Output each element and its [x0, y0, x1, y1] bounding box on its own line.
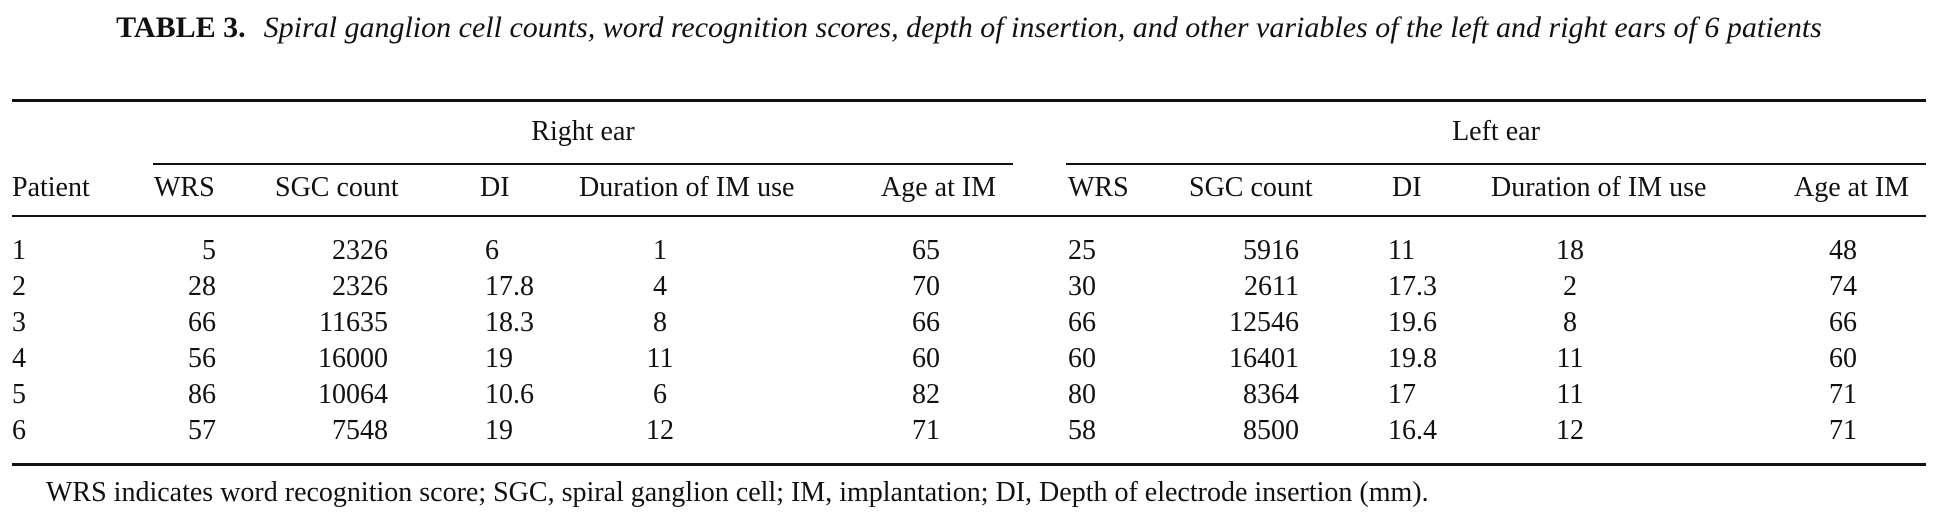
cell-left-sgc-count: 8500	[1243, 415, 1299, 446]
cell-left-di: 19.6	[1388, 307, 1437, 338]
cell-right-age: 71	[912, 415, 940, 446]
cell-right-duration: 1	[653, 235, 667, 266]
table-footnote: WRS indicates word recognition score; SG…	[46, 477, 1429, 508]
table-row: 3 66 11635 18.3 8 66 66 12546 19.6 8 66	[0, 307, 1938, 343]
group-header-left-ear: Left ear	[1452, 116, 1540, 147]
cell-right-di: 19	[485, 343, 513, 374]
cell-left-age: 66	[1829, 307, 1857, 338]
cell-right-sgc-count: 10064	[318, 379, 388, 410]
cell-left-duration: 8	[1563, 307, 1577, 338]
cell-left-age: 48	[1829, 235, 1857, 266]
column-header-right-sgc-count: SGC count	[275, 172, 399, 203]
column-header-left-age: Age at IM	[1794, 172, 1910, 203]
table-row: 2 28 2326 17.8 4 70 30 2611 17.3 2 74	[0, 271, 1938, 307]
cell-left-wrs: 60	[1068, 343, 1096, 374]
column-header-right-age: Age at IM	[881, 172, 997, 203]
cell-left-di: 17	[1388, 379, 1416, 410]
cell-left-wrs: 66	[1068, 307, 1096, 338]
cell-right-sgc-count: 2326	[332, 271, 388, 302]
cell-right-age: 60	[912, 343, 940, 374]
cell-right-di: 10.6	[485, 379, 534, 410]
cell-right-wrs: 57	[188, 415, 216, 446]
cell-right-age: 66	[912, 307, 940, 338]
cell-patient: 3	[12, 307, 26, 338]
cell-right-sgc-count: 2326	[332, 235, 388, 266]
right-ear-span-rule	[153, 163, 1013, 165]
cell-patient: 4	[12, 343, 26, 374]
cell-right-di: 17.8	[485, 271, 534, 302]
cell-left-wrs: 80	[1068, 379, 1096, 410]
cell-left-di: 17.3	[1388, 271, 1437, 302]
cell-right-age: 82	[912, 379, 940, 410]
cell-right-wrs: 5	[202, 235, 216, 266]
top-rule	[12, 99, 1926, 102]
cell-left-sgc-count: 8364	[1243, 379, 1299, 410]
column-header-right-duration: Duration of IM use	[579, 172, 795, 203]
cell-left-di: 19.8	[1388, 343, 1437, 374]
cell-left-sgc-count: 2611	[1244, 271, 1299, 302]
left-ear-span-rule	[1066, 163, 1926, 165]
cell-left-wrs: 25	[1068, 235, 1096, 266]
cell-patient: 5	[12, 379, 26, 410]
cell-right-duration: 4	[653, 271, 667, 302]
cell-right-wrs: 86	[188, 379, 216, 410]
cell-left-age: 71	[1829, 415, 1857, 446]
cell-right-duration: 6	[653, 379, 667, 410]
cell-right-di: 6	[485, 235, 499, 266]
cell-left-sgc-count: 5916	[1243, 235, 1299, 266]
cell-left-age: 60	[1829, 343, 1857, 374]
table-caption-text: Spiral ganglion cell counts, word recogn…	[263, 11, 1822, 44]
cell-right-sgc-count: 7548	[332, 415, 388, 446]
cell-left-di: 11	[1388, 235, 1415, 266]
cell-right-di: 18.3	[485, 307, 534, 338]
table-row: 1 5 2326 6 1 65 25 5916 11 18 48	[0, 235, 1938, 271]
cell-left-duration: 2	[1563, 271, 1577, 302]
cell-left-duration: 12	[1556, 415, 1584, 446]
cell-right-wrs: 28	[188, 271, 216, 302]
cell-right-di: 19	[485, 415, 513, 446]
cell-left-wrs: 30	[1068, 271, 1096, 302]
header-rule	[12, 215, 1926, 217]
column-header-left-duration: Duration of IM use	[1491, 172, 1707, 203]
cell-patient: 2	[12, 271, 26, 302]
cell-left-age: 71	[1829, 379, 1857, 410]
table-label: TABLE 3.	[116, 11, 246, 44]
table-caption: TABLE 3. Spiral ganglion cell counts, wor…	[12, 10, 1926, 46]
cell-right-age: 70	[912, 271, 940, 302]
cell-patient: 1	[12, 235, 26, 266]
cell-right-sgc-count: 11635	[319, 307, 388, 338]
cell-right-duration: 11	[646, 343, 674, 374]
column-header-left-wrs: WRS	[1068, 172, 1129, 203]
column-header-patient: Patient	[12, 172, 90, 203]
cell-left-age: 74	[1829, 271, 1857, 302]
cell-left-duration: 11	[1556, 343, 1584, 374]
cell-left-duration: 18	[1556, 235, 1584, 266]
cell-left-wrs: 58	[1068, 415, 1096, 446]
table-row: 6 57 7548 19 12 71 58 8500 16.4 12 71	[0, 415, 1938, 451]
cell-left-duration: 11	[1556, 379, 1584, 410]
column-header-right-di: DI	[480, 172, 510, 203]
table-row: 5 86 10064 10.6 6 82 80 8364 17 11 71	[0, 379, 1938, 415]
bottom-rule	[12, 463, 1926, 466]
cell-right-wrs: 56	[188, 343, 216, 374]
group-header-right-ear: Right ear	[531, 116, 635, 147]
column-header-right-wrs: WRS	[154, 172, 215, 203]
column-header-left-di: DI	[1392, 172, 1422, 203]
cell-patient: 6	[12, 415, 26, 446]
column-header-left-sgc-count: SGC count	[1189, 172, 1313, 203]
cell-right-wrs: 66	[188, 307, 216, 338]
cell-left-sgc-count: 12546	[1229, 307, 1299, 338]
cell-right-sgc-count: 16000	[318, 343, 388, 374]
cell-left-sgc-count: 16401	[1229, 343, 1299, 374]
table-row: 4 56 16000 19 11 60 60 16401 19.8 11 60	[0, 343, 1938, 379]
cell-right-duration: 12	[646, 415, 674, 446]
cell-left-di: 16.4	[1388, 415, 1437, 446]
cell-right-duration: 8	[653, 307, 667, 338]
cell-right-age: 65	[912, 235, 940, 266]
